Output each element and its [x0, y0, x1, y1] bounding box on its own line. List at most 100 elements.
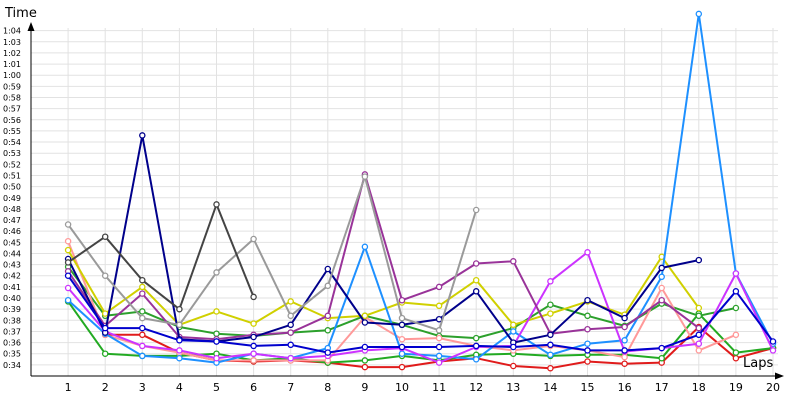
data-point	[695, 340, 703, 347]
data-point	[213, 201, 220, 208]
data-point	[695, 10, 703, 18]
y-axis-ticks: 0:34 0:35 0:36 0:37 0:38 0:39 0:40 0:41 0:42 0:43…	[3, 27, 21, 370]
data-point	[101, 233, 109, 240]
x-tick-label: 1	[65, 381, 72, 394]
data-point	[287, 298, 294, 305]
y-tick-label: 0:35	[3, 350, 21, 359]
y-tick-label: 0:39	[3, 305, 21, 314]
data-point	[139, 342, 146, 350]
data-point	[472, 206, 480, 214]
data-point	[435, 334, 443, 342]
data-point	[510, 328, 517, 335]
data-point	[732, 354, 740, 362]
series-12	[64, 201, 257, 313]
data-point	[435, 359, 443, 366]
y-tick-label: 0:43	[3, 261, 21, 270]
data-point	[250, 350, 257, 357]
data-point	[324, 349, 332, 356]
data-point	[361, 173, 369, 180]
data-point	[324, 327, 332, 334]
data-point	[139, 276, 146, 284]
data-point	[547, 310, 554, 317]
data-point	[101, 272, 109, 279]
data-point	[472, 288, 480, 295]
y-tick-label: 0:49	[3, 194, 21, 203]
data-point	[101, 350, 109, 357]
data-point	[621, 347, 628, 354]
data-point	[398, 296, 406, 304]
data-point	[658, 273, 665, 281]
data-point	[658, 284, 665, 292]
series-line	[67, 275, 774, 354]
data-point	[287, 341, 294, 349]
y-tick-label: 0:48	[3, 205, 21, 214]
data-point	[213, 269, 220, 276]
x-tick-label: 6	[250, 381, 257, 394]
series-line	[67, 203, 255, 311]
y-tick-label: 0:38	[3, 316, 21, 325]
data-point	[398, 321, 406, 329]
data-point	[584, 325, 591, 333]
data-point	[250, 293, 257, 301]
data-point	[547, 364, 554, 372]
data-point	[176, 347, 183, 354]
x-axis-title: Laps	[743, 356, 773, 371]
data-point	[547, 341, 554, 349]
data-point	[213, 308, 220, 315]
x-tick-label: 16	[618, 381, 632, 394]
data-point	[584, 358, 591, 365]
data-point	[101, 324, 109, 332]
y-tick-label: 1:00	[3, 71, 21, 80]
data-point	[324, 312, 332, 320]
y-tick-label: 0:37	[3, 327, 21, 336]
data-point	[584, 347, 591, 354]
data-point	[398, 363, 406, 371]
data-point	[139, 314, 146, 322]
data-point	[139, 283, 146, 291]
x-tick-label: 4	[176, 381, 183, 394]
y-tick-label: 1:03	[3, 38, 21, 47]
y-tick-label: 0:47	[3, 216, 21, 225]
y-tick-label: 0:41	[3, 283, 21, 292]
series-line	[67, 173, 700, 341]
data-point	[398, 350, 406, 357]
data-point	[64, 221, 72, 228]
data-point	[250, 357, 257, 364]
series-11	[64, 173, 480, 334]
y-tick-label: 0:56	[3, 116, 21, 125]
data-point	[176, 337, 183, 344]
x-tick-label: 9	[361, 381, 368, 394]
data-point	[398, 343, 406, 351]
data-point	[621, 353, 628, 361]
data-point	[510, 321, 517, 329]
data-point	[250, 333, 257, 341]
data-point	[435, 343, 443, 351]
data-point	[769, 338, 777, 345]
y-tick-label: 0:59	[3, 82, 21, 91]
data-point	[472, 356, 480, 363]
x-tick-label: 3	[139, 381, 146, 394]
data-point	[695, 331, 703, 339]
y-tick-label: 0:55	[3, 127, 21, 136]
data-point	[695, 256, 703, 264]
data-point	[584, 340, 591, 347]
series-line	[67, 300, 774, 364]
x-tick-label: 7	[287, 381, 294, 394]
x-tick-label: 17	[655, 381, 669, 394]
data-point	[176, 354, 183, 362]
y-tick-label: 0:42	[3, 272, 21, 281]
x-tick-label: 5	[213, 381, 220, 394]
data-point	[361, 343, 369, 351]
data-point	[176, 305, 183, 313]
y-tick-label: 0:40	[3, 294, 21, 303]
y-tick-label: 0:51	[3, 171, 21, 180]
data-point	[435, 302, 443, 310]
data-point	[287, 312, 294, 320]
data-point	[250, 342, 257, 350]
data-point	[213, 338, 220, 345]
series-layer	[64, 10, 777, 372]
data-point	[621, 323, 628, 331]
data-point	[621, 360, 628, 367]
data-point	[658, 344, 665, 352]
x-tick-label: 18	[692, 381, 706, 394]
